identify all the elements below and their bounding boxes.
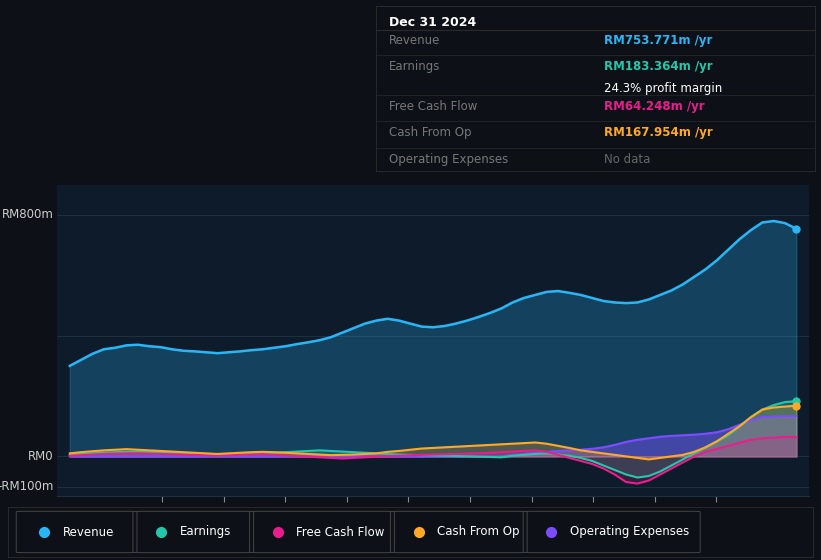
- Text: RM167.954m /yr: RM167.954m /yr: [604, 126, 713, 139]
- Text: Operating Expenses: Operating Expenses: [389, 153, 508, 166]
- Text: Cash From Op: Cash From Op: [437, 525, 520, 539]
- Text: Free Cash Flow: Free Cash Flow: [296, 525, 384, 539]
- Text: Earnings: Earnings: [389, 60, 441, 73]
- Text: Dec 31 2024: Dec 31 2024: [389, 16, 476, 29]
- Text: RM64.248m /yr: RM64.248m /yr: [604, 100, 705, 113]
- Text: No data: No data: [604, 153, 651, 166]
- Text: Revenue: Revenue: [389, 34, 441, 46]
- Text: Earnings: Earnings: [180, 525, 231, 539]
- Text: 24.3% profit margin: 24.3% profit margin: [604, 82, 722, 95]
- Text: Cash From Op: Cash From Op: [389, 126, 472, 139]
- Text: RM753.771m /yr: RM753.771m /yr: [604, 34, 713, 46]
- Text: RM0: RM0: [28, 450, 53, 463]
- Text: Revenue: Revenue: [63, 525, 114, 539]
- Text: -RM100m: -RM100m: [0, 480, 53, 493]
- Text: RM183.364m /yr: RM183.364m /yr: [604, 60, 713, 73]
- Text: Operating Expenses: Operating Expenses: [570, 525, 689, 539]
- Text: Free Cash Flow: Free Cash Flow: [389, 100, 478, 113]
- Text: RM800m: RM800m: [2, 208, 53, 221]
